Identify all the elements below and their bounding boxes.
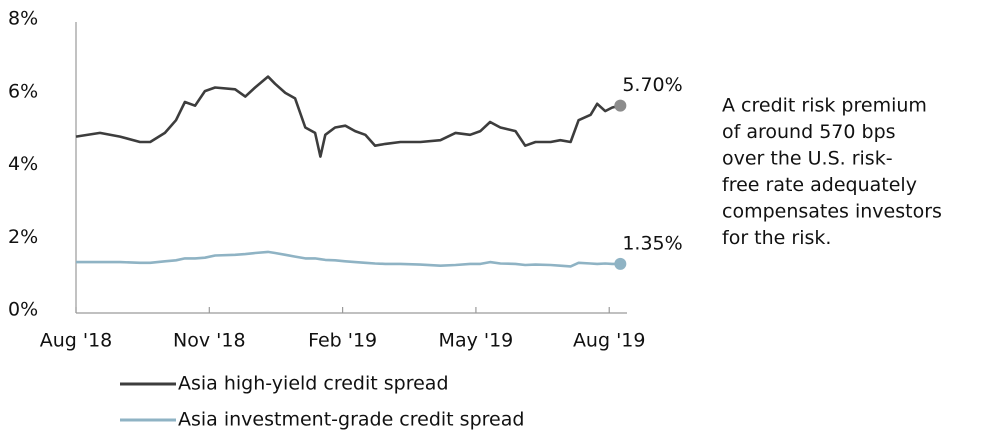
x-tick-label: Nov '18 bbox=[173, 330, 246, 352]
y-tick-label: 2% bbox=[8, 226, 38, 248]
annotation: for the risk. bbox=[722, 227, 831, 249]
x-tick-label: May '19 bbox=[439, 330, 514, 352]
y-tick-label: 0% bbox=[8, 299, 38, 321]
end-label: 1.35% bbox=[622, 232, 682, 254]
annotation: compensates investors bbox=[722, 201, 942, 223]
annotation: of around 570 bps bbox=[722, 121, 896, 143]
y-tick-label: 6% bbox=[8, 80, 38, 102]
series-line bbox=[76, 250, 621, 268]
legend-label: Asia high-yield credit spread bbox=[178, 373, 449, 395]
y-tick-label: 4% bbox=[8, 153, 38, 175]
legend-label: Asia investment-grade credit spread bbox=[178, 409, 524, 431]
end-marker bbox=[614, 257, 627, 270]
annotation: over the U.S. risk- bbox=[722, 148, 893, 170]
x-tick-label: Aug '19 bbox=[573, 330, 646, 352]
annotation: A credit risk premium bbox=[722, 95, 927, 117]
end-marker bbox=[614, 99, 627, 112]
x-tick-label: Aug '18 bbox=[40, 330, 113, 352]
end-label: 5.70% bbox=[622, 74, 682, 96]
annotation: free rate adequately bbox=[722, 174, 917, 196]
y-tick-label: 8% bbox=[8, 8, 38, 30]
series-line bbox=[75, 75, 621, 158]
x-tick-label: Feb '19 bbox=[308, 330, 377, 352]
